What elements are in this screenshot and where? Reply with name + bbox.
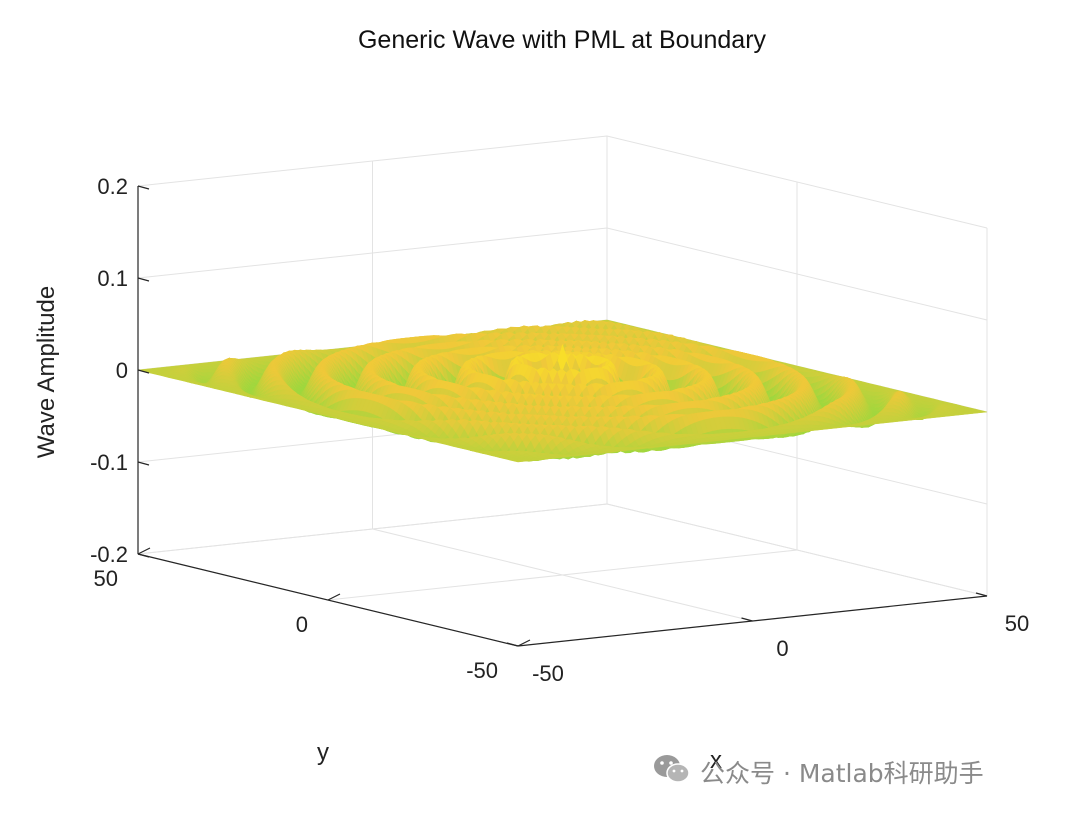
grid-line-z bbox=[137, 227, 988, 321]
grid-line-z bbox=[137, 503, 988, 597]
wave-surface-mesh bbox=[137, 319, 988, 463]
grid-line-z bbox=[137, 135, 988, 229]
axes-grid bbox=[137, 135, 988, 647]
